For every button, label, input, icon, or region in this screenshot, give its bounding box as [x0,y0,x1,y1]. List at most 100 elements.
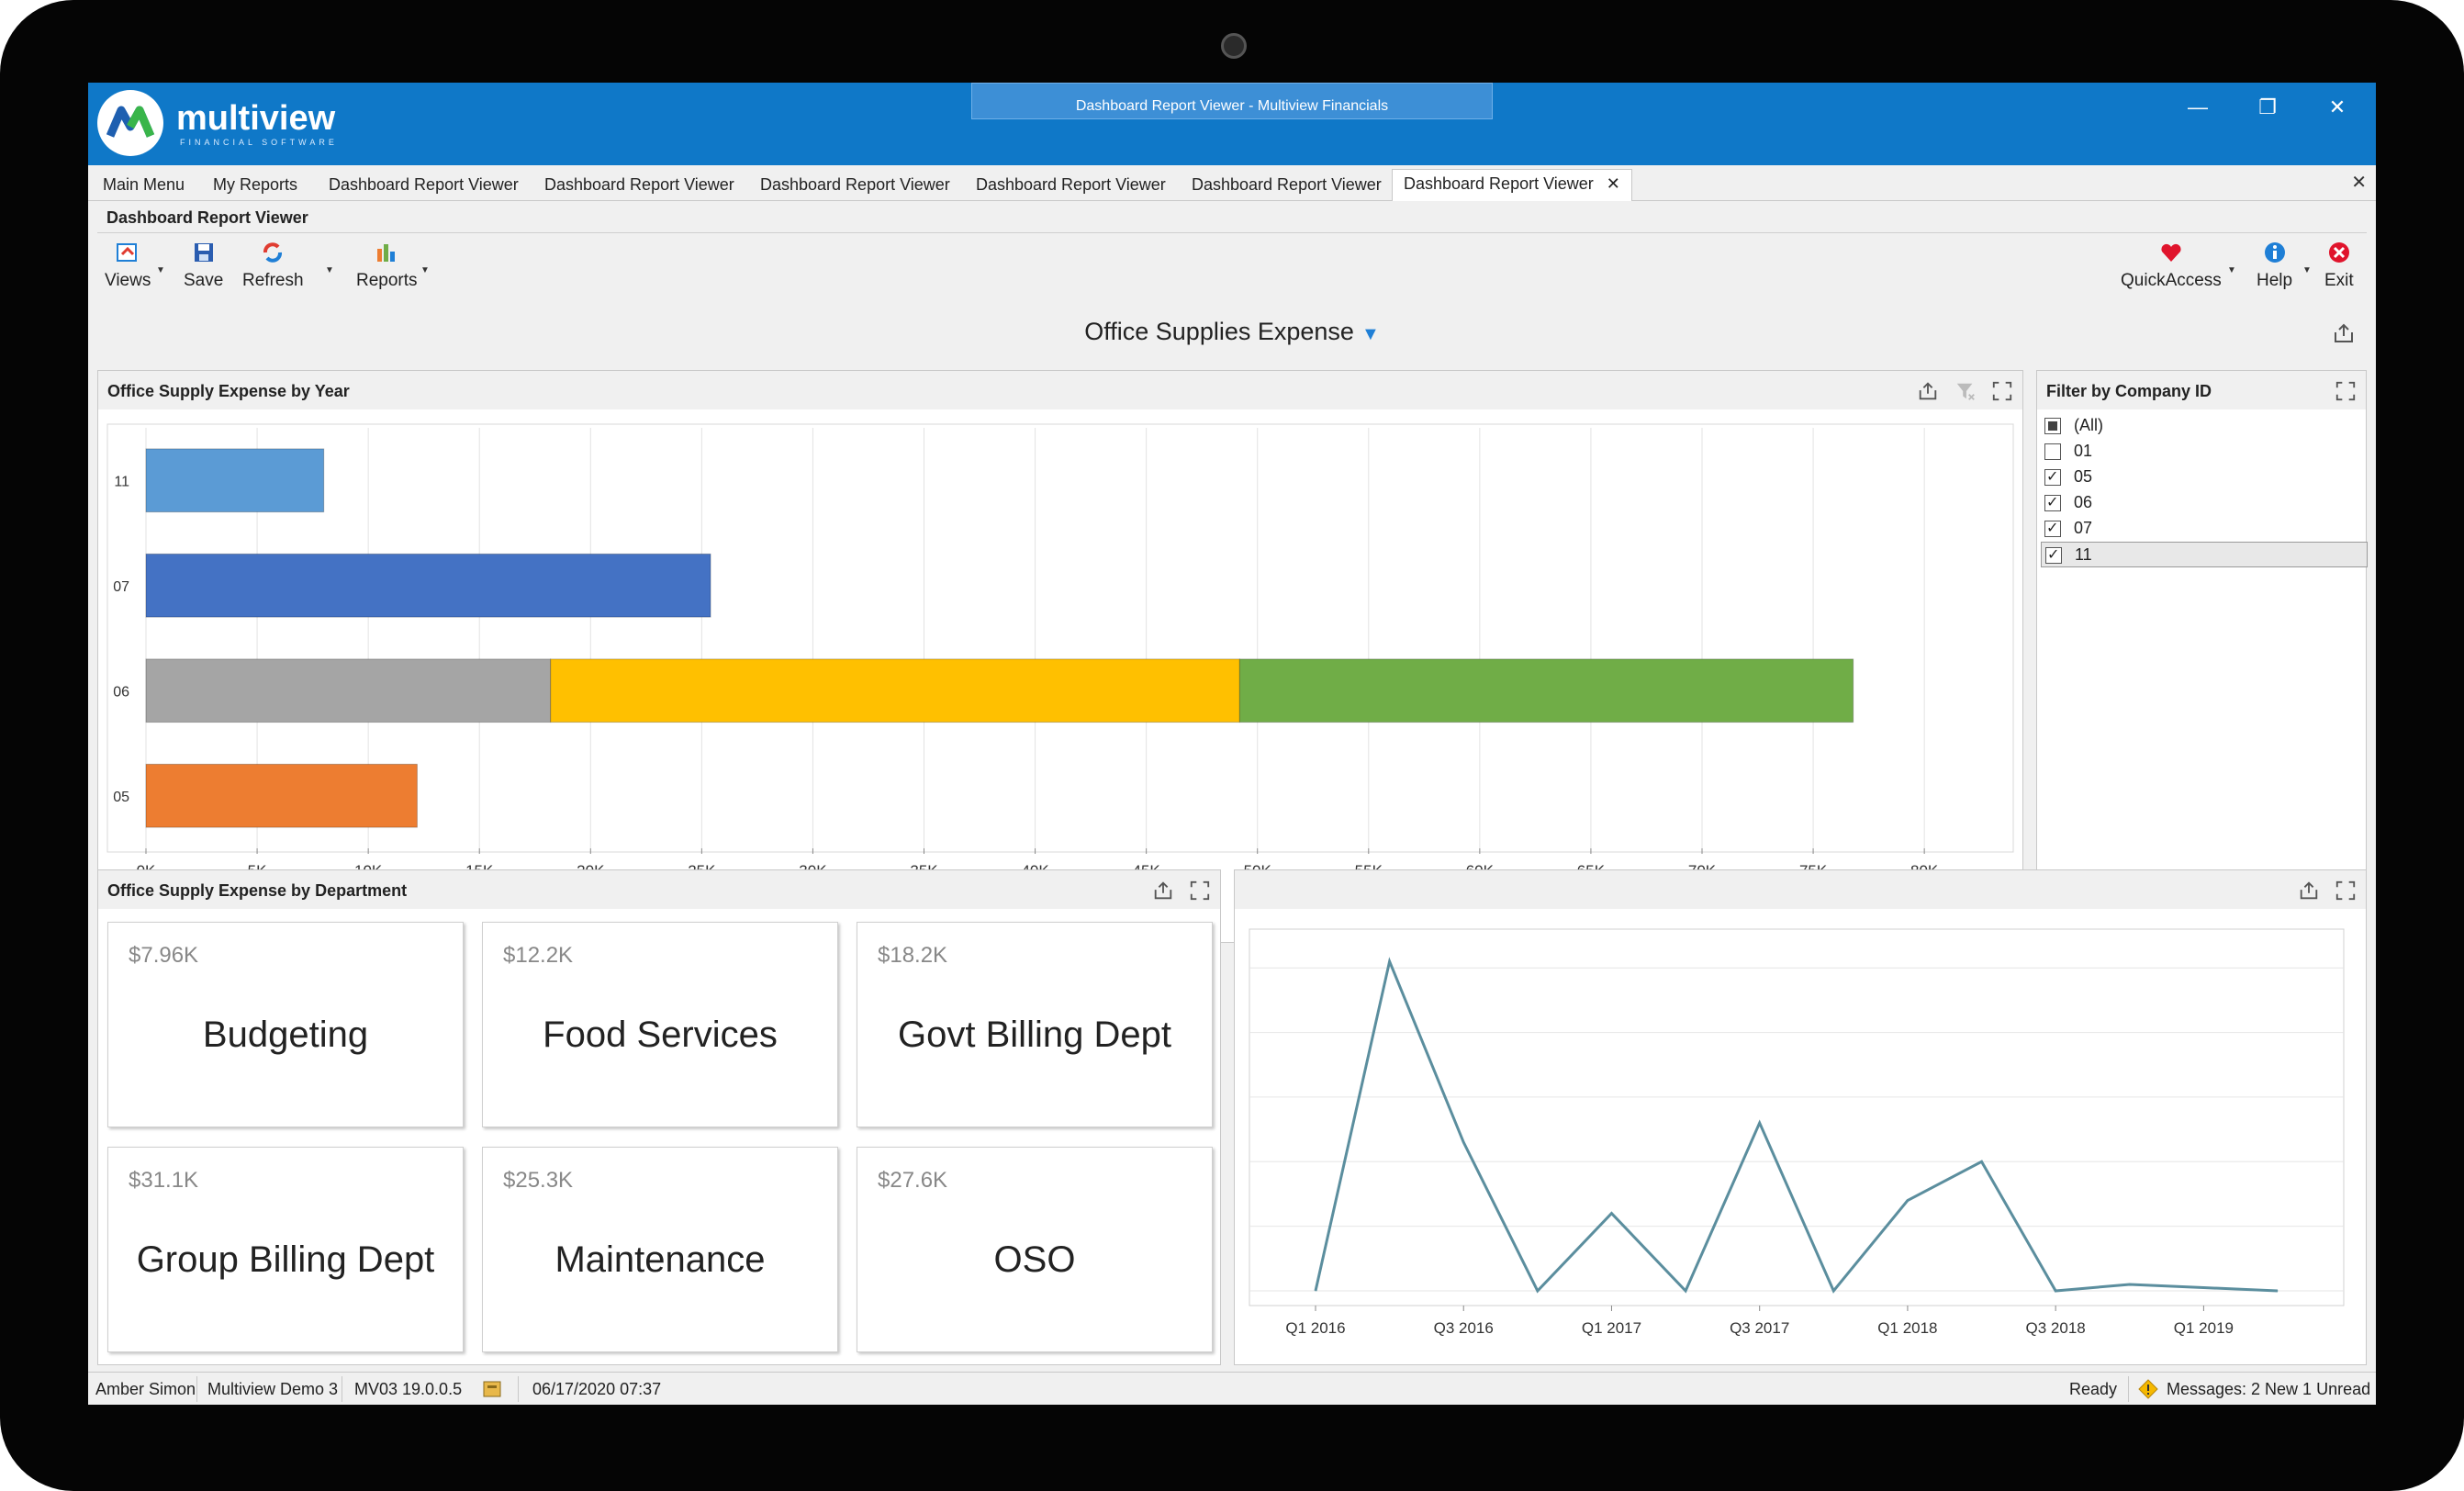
status-separator [2128,1376,2129,1402]
status-company: Multiview Demo 3 [207,1380,339,1398]
maximize-icon[interactable] [1189,880,1211,902]
help-label: Help [2257,271,2293,290]
tab-dashboard-viewer-4[interactable]: Dashboard Report Viewer [976,175,1166,194]
data-point [1389,960,1391,962]
dashboard-export-icon[interactable] [2332,321,2356,345]
x-tick-label: Q3 2017 [1730,1319,1789,1337]
reports-button[interactable]: Reports [356,240,418,291]
quickaccess-button[interactable]: QuickAccess [2121,240,2222,291]
department-panel-header: Office Supply Expense by Department [98,870,1220,909]
tab-my-reports[interactable]: My Reports [213,175,298,194]
department-panel-tools [1141,880,1211,906]
department-card[interactable]: $12.2K Food Services [482,922,838,1127]
views-dropdown-icon[interactable]: ▼ [156,265,165,275]
filter-item-all[interactable]: (All) [2044,413,2103,437]
views-button[interactable]: Views [105,240,151,291]
save-label: Save [184,271,224,290]
checkbox-checked-icon[interactable] [2044,491,2061,515]
multiview-logo [97,90,163,156]
help-button[interactable]: Help [2257,240,2292,291]
tab-main-menu[interactable]: Main Menu [103,175,185,194]
dashboard-title-text: Office Supplies Expense [1084,318,1354,345]
department-card[interactable]: $18.2K Govt Billing Dept [857,922,1213,1127]
export-icon[interactable] [1152,880,1174,902]
exit-button[interactable]: Exit [2324,240,2354,291]
checkbox-checked-icon[interactable] [2044,465,2061,489]
filter-item-06[interactable]: 06 [2044,490,2093,515]
filter-item-05[interactable]: 05 [2044,465,2093,489]
data-point [1759,1122,1761,1124]
tab-label: Dashboard Report Viewer [1404,174,1594,193]
bar-segment [145,763,418,828]
department-card[interactable]: $7.96K Budgeting [107,922,464,1127]
trend-panel: Q1 2016 Q3 2016 Q1 2017 Q3 2017 Q1 2018 Q3 20… [1234,869,2367,1365]
x-tick-label: Q3 2018 [2026,1319,2086,1337]
refresh-dropdown-icon[interactable]: ▼ [325,265,334,275]
plot-frame [106,423,2014,853]
year-panel-tools [1906,380,2013,407]
tab-dashboard-viewer-2[interactable]: Dashboard Report Viewer [544,175,734,194]
warning-icon[interactable] [2137,1378,2159,1400]
status-separator [196,1376,197,1402]
filter-item-11[interactable]: 11 [2041,542,2368,567]
card-value: $12.2K [503,943,574,968]
filter-item-label: 01 [2074,442,2093,460]
help-dropdown-icon[interactable]: ▼ [2302,265,2312,275]
trend-line-chart: Q1 2016 Q3 2016 Q1 2017 Q3 2017 Q1 2018 Q3 20… [1249,928,2345,1337]
filter-item-label: 06 [2074,493,2093,511]
save-button[interactable]: Save [184,240,223,291]
restore-button[interactable]: ❐ [2258,95,2277,118]
filter-panel: Filter by Company ID (All) 01 05 06 07 1… [2036,370,2368,943]
y-tick-label: 11 [114,474,129,489]
filter-item-01[interactable]: 01 [2044,439,2092,463]
maximize-icon[interactable] [2335,380,2357,402]
refresh-button[interactable]: Refresh [242,240,304,291]
year-panel-title: Office Supply Expense by Year [107,382,350,400]
card-name: OSO [993,1239,1076,1280]
reports-dropdown-icon[interactable]: ▼ [420,265,430,275]
clear-filter-icon[interactable] [1954,380,1977,402]
bar-segment [550,658,1240,723]
checkbox-icon[interactable] [2044,443,2061,461]
reports-icon [377,244,396,262]
data-point [1981,1160,1983,1162]
database-lock-icon[interactable] [481,1378,505,1400]
heart-icon [2161,243,2181,262]
status-separator [518,1376,519,1402]
window-title: Dashboard Report Viewer - Multiview Fina… [971,83,1493,119]
card-name: Maintenance [554,1239,766,1280]
filter-panel-title: Filter by Company ID [2046,382,2212,400]
tab-dashboard-viewer-1[interactable]: Dashboard Report Viewer [329,175,519,194]
minimize-button[interactable]: — [2188,95,2208,118]
tab-dashboard-viewer-3[interactable]: Dashboard Report Viewer [760,175,950,194]
checkbox-checked-icon[interactable] [2044,517,2061,541]
close-window-button[interactable]: ✕ [2328,95,2346,118]
department-card[interactable]: $25.3K Maintenance [482,1147,838,1352]
quickaccess-dropdown-icon[interactable]: ▼ [2227,265,2236,275]
status-user: Amber Simon [95,1380,196,1398]
filter-item-label: 05 [2074,467,2093,486]
checkbox-partial-icon[interactable] [2044,418,2061,435]
status-messages[interactable]: Messages: 2 New 1 Unread [2167,1380,2371,1398]
maximize-icon[interactable] [1991,380,2013,402]
filter-item-07[interactable]: 07 [2044,516,2092,541]
close-all-tabs-icon[interactable]: ✕ [2351,173,2367,193]
refresh-icon [263,242,283,263]
department-card[interactable]: $27.6K OSO [857,1147,1213,1352]
filter-item-label: (All) [2074,416,2103,434]
bar-segment [145,658,552,723]
export-icon[interactable] [2298,880,2320,902]
brand-subtitle: FINANCIAL SOFTWARE [180,138,338,147]
department-card[interactable]: $31.1K Group Billing Dept [107,1147,464,1352]
maximize-icon[interactable] [2335,880,2357,902]
tab-dashboard-viewer-active[interactable]: Dashboard Report Viewer ✕ [1392,169,1632,201]
tab-dashboard-viewer-5[interactable]: Dashboard Report Viewer [1192,175,1382,194]
filter-funnel-icon[interactable]: ▼ [1361,324,1380,344]
trend-panel-tools [2287,880,2357,906]
y-tick-label: 07 [113,579,129,595]
export-icon[interactable] [1917,380,1939,402]
tab-close-icon[interactable]: ✕ [1606,174,1620,193]
brand-name: multiview [176,99,336,138]
x-tick-label: Q1 2019 [2174,1319,2234,1337]
checkbox-checked-icon[interactable] [2045,544,2062,567]
